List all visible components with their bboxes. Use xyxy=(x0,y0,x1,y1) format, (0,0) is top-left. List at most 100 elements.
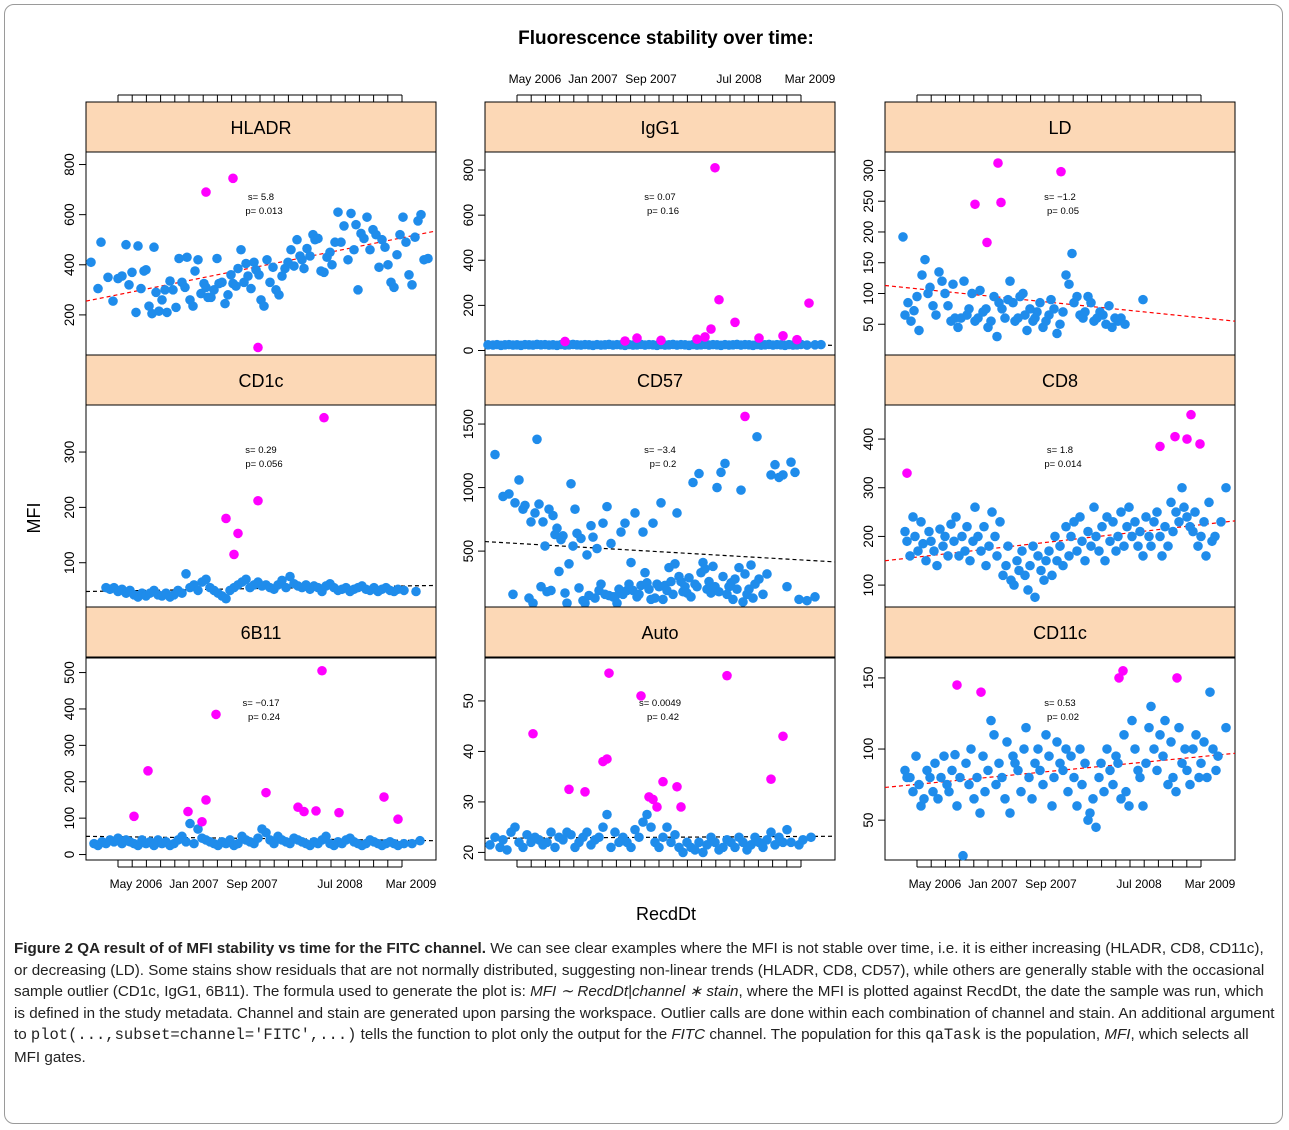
outlier-point xyxy=(970,199,980,210)
outlier-point xyxy=(393,814,403,825)
outlier-point xyxy=(564,784,574,795)
data-point xyxy=(630,508,640,518)
data-point xyxy=(1086,297,1096,308)
data-point xyxy=(398,212,408,222)
data-point xyxy=(520,500,530,511)
data-point xyxy=(1124,502,1134,513)
data-point xyxy=(1094,546,1104,556)
data-point xyxy=(423,253,433,264)
data-point xyxy=(1119,730,1129,740)
data-point xyxy=(588,532,598,542)
strip-label: 6B11 xyxy=(241,623,282,643)
outlier-point xyxy=(317,665,327,676)
data-point xyxy=(1032,307,1042,317)
data-point xyxy=(259,301,269,311)
data-point xyxy=(1016,786,1026,797)
data-point xyxy=(698,847,708,858)
data-point xyxy=(734,562,744,573)
x-tick-label: Mar 2009 xyxy=(785,72,836,86)
outlier-point xyxy=(792,334,802,345)
data-point xyxy=(957,531,967,542)
data-point xyxy=(1138,551,1148,561)
data-point xyxy=(718,571,728,582)
data-point xyxy=(1063,786,1073,797)
data-point xyxy=(124,280,134,290)
data-point xyxy=(1196,758,1206,769)
data-point xyxy=(906,316,916,326)
data-point xyxy=(206,292,216,303)
data-point xyxy=(1075,744,1085,754)
data-point xyxy=(399,838,409,849)
data-point xyxy=(193,585,203,596)
data-point xyxy=(1091,822,1101,833)
data-point xyxy=(955,772,965,783)
data-point xyxy=(1052,328,1062,339)
data-point xyxy=(758,842,768,853)
strip-label: CD11c xyxy=(1033,623,1087,643)
data-point xyxy=(1028,541,1038,551)
data-point xyxy=(277,575,287,586)
data-point xyxy=(540,541,550,551)
data-point xyxy=(411,586,421,597)
data-point xyxy=(1208,744,1218,754)
data-point xyxy=(620,518,630,528)
data-point xyxy=(1213,751,1223,761)
panel-ld: LD 50 100 150 200 250 300 s= −1.2 p= 0.05 xyxy=(861,94,1236,356)
outlier-point xyxy=(982,237,992,248)
data-point xyxy=(333,207,343,217)
data-point xyxy=(898,232,908,242)
data-point xyxy=(943,551,953,561)
data-point xyxy=(798,835,808,845)
data-point xyxy=(1168,772,1178,783)
data-point xyxy=(932,560,942,571)
data-point xyxy=(762,835,772,845)
data-point xyxy=(770,840,780,850)
data-point xyxy=(133,241,143,251)
data-point xyxy=(1168,526,1178,537)
outlier-point xyxy=(778,731,788,742)
data-point xyxy=(794,594,804,605)
data-point xyxy=(261,827,271,838)
data-point xyxy=(947,765,957,776)
y-tick-label: 200 xyxy=(62,770,77,793)
data-point xyxy=(650,593,660,603)
data-point xyxy=(1036,565,1046,576)
panel-cd8: CD8 100 200 300 400 s= 1.8 p= 0.014 xyxy=(861,354,1236,608)
data-point xyxy=(570,504,580,514)
stat-s-label: s= −1.2 xyxy=(1044,192,1076,203)
data-point xyxy=(254,270,264,280)
data-point xyxy=(136,283,146,294)
data-point xyxy=(1058,307,1068,317)
data-point xyxy=(1221,722,1231,733)
x-tick-label: May 2006 xyxy=(110,877,163,891)
data-point xyxy=(389,282,399,293)
data-point xyxy=(766,827,776,838)
y-tick-label: 100 xyxy=(62,807,77,830)
data-point xyxy=(1061,270,1071,280)
data-point xyxy=(1120,319,1130,330)
data-point xyxy=(1039,575,1049,586)
data-point xyxy=(746,560,756,570)
data-point xyxy=(782,824,792,835)
data-point xyxy=(1005,276,1015,286)
data-point xyxy=(415,835,425,846)
data-point xyxy=(346,208,356,219)
data-point xyxy=(1152,765,1162,776)
data-point xyxy=(919,794,929,804)
x-tick-label: Sep 2007 xyxy=(1025,877,1077,891)
data-point xyxy=(201,282,211,293)
outlier-point xyxy=(766,774,776,784)
outlier-point xyxy=(804,298,814,308)
data-point xyxy=(953,322,963,333)
panel-igg1: IgG1 0 200 400 600 800 s= 0.07 p= 0.16 May 2006 J… xyxy=(461,72,836,356)
data-point xyxy=(226,270,236,280)
data-point xyxy=(1157,551,1167,561)
data-point xyxy=(986,715,996,726)
data-point xyxy=(937,276,947,286)
stat-s-label: s= −3.4 xyxy=(644,445,676,456)
data-point xyxy=(1064,279,1074,290)
x-tick-label: Jan 2007 xyxy=(568,72,618,86)
data-point xyxy=(648,518,658,528)
outlier-point xyxy=(1182,434,1192,444)
data-point xyxy=(1177,482,1187,493)
